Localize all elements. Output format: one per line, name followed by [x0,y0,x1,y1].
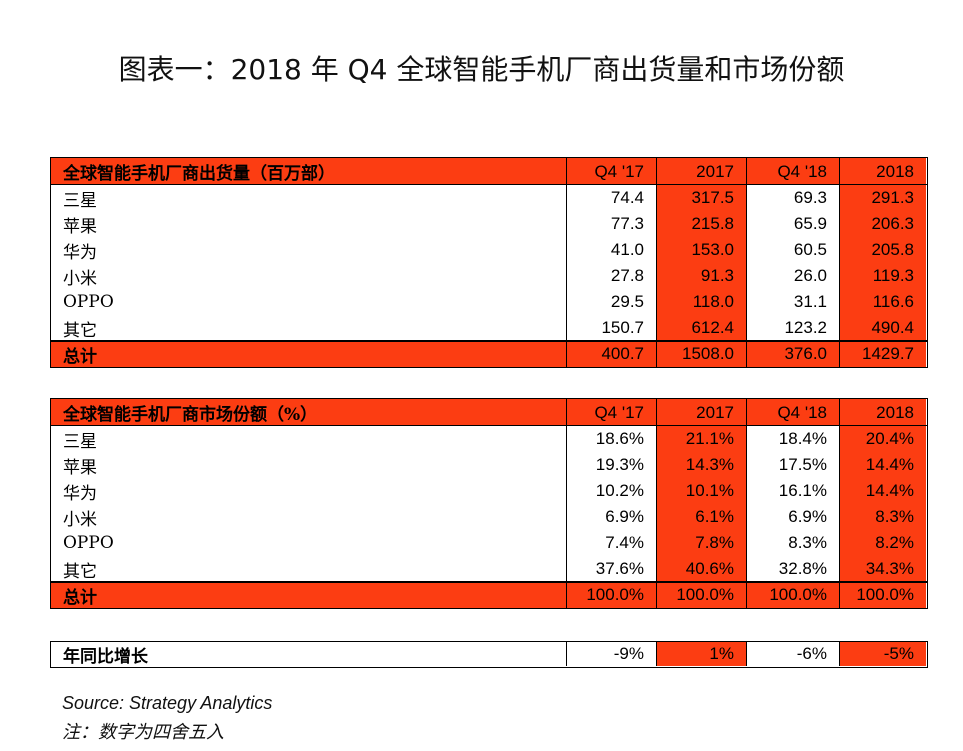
source: Source: Strategy Analytics [62,693,273,713]
cell-value: 6.9% [566,504,656,530]
cell-value: 376.0 [746,341,839,367]
row-label: 其它 [63,561,97,582]
row-label: 小米 [63,268,97,289]
row-label: 苹果 [63,216,97,237]
cell-value: 14.4% [839,452,926,478]
row-label: 全球智能手机厂商出货量（百万部） [51,158,566,185]
cell-value: 60.5 [746,237,839,263]
cell-value: 14.3% [656,452,746,478]
growth-table: 年同比增长 -9% 1% -6% -5% [50,641,928,668]
cell-value: 118.0 [656,289,746,315]
cell-value: 31.1 [746,289,839,315]
cell-value: 6.9% [746,504,839,530]
cell-value: 74.4 [566,185,656,211]
cell-value: 100.0% [746,582,839,608]
cell-value: 29.5 [566,289,656,315]
cell-value: 91.3 [656,263,746,289]
cell-value: 8.3% [746,530,839,556]
cell-value: 20.4% [839,426,926,452]
row-label: 小米 [63,509,97,530]
divider [51,184,927,185]
cell-value: 317.5 [656,185,746,211]
title: 图表一：2018 年 Q4 全球智能手机厂商出货量和市场份额 [118,53,845,86]
row-label: 苹果 [63,457,97,478]
cell-value: 206.3 [839,211,926,237]
row-label: OPPO [63,292,114,312]
cell-value: 153.0 [656,237,746,263]
cell-value: 400.7 [566,341,656,367]
cell-value: 215.8 [656,211,746,237]
row-label: 全球智能手机厂商市场份额（%） [51,399,566,426]
cell-value: 6.1% [656,504,746,530]
cell-value: 41.0 [566,237,656,263]
row-label: 三星 [63,431,97,452]
cell-value: 77.3 [566,211,656,237]
cell-value: -6% [746,642,839,666]
cell-value: 2018 [839,399,926,426]
row-label: 华为 [63,242,97,263]
divider [51,340,927,342]
cell-value: 40.6% [656,556,746,582]
cell-value: 21.1% [656,426,746,452]
cell-value: 100.0% [839,582,926,608]
cell-value: 100.0% [656,582,746,608]
row-label: 总计 [51,582,566,608]
cell-value: 291.3 [839,185,926,211]
cell-value: 8.2% [839,530,926,556]
cell-value: 14.4% [839,478,926,504]
cell-value: 65.9 [746,211,839,237]
cell-value: Q4 '17 [566,158,656,185]
cell-value: 205.8 [839,237,926,263]
cell-value: 32.8% [746,556,839,582]
cell-value: Q4 '18 [746,158,839,185]
data-table: 全球智能手机厂商市场份额（%） Q4 '17 2017 Q4 '18 2018 三星 18.… [50,398,928,609]
cell-value: 150.7 [566,315,656,341]
cell-value: 8.3% [839,504,926,530]
row-label: 其它 [63,320,97,341]
cell-value: 2018 [839,158,926,185]
cell-value: 612.4 [656,315,746,341]
cell-value: 17.5% [746,452,839,478]
row-label: 年同比增长 [63,646,148,667]
cell-value: 10.1% [656,478,746,504]
cell-value: 26.0 [746,263,839,289]
row-label: 总计 [51,341,566,367]
cell-value: Q4 '17 [566,399,656,426]
cell-value: 27.8 [566,263,656,289]
cell-value: 18.6% [566,426,656,452]
cell-value: 69.3 [746,185,839,211]
cell-value: Q4 '18 [746,399,839,426]
cell-value: 1508.0 [656,341,746,367]
cell-value: 119.3 [839,263,926,289]
cell-value: 2017 [656,399,746,426]
data-table: 全球智能手机厂商出货量（百万部） Q4 '17 2017 Q4 '18 2018 三星 74… [50,157,928,368]
cell-value: 18.4% [746,426,839,452]
cell-value: 10.2% [566,478,656,504]
note: 注：数字为四舍五入 [62,722,224,743]
cell-value: 490.4 [839,315,926,341]
cell-value: 2017 [656,158,746,185]
cell-value: 116.6 [839,289,926,315]
cell-value: 1429.7 [839,341,926,367]
cell-value: 19.3% [566,452,656,478]
cell-value: -9% [566,642,656,666]
cell-value: 37.6% [566,556,656,582]
divider [51,425,927,426]
cell-value: 1% [656,642,746,666]
divider [51,581,927,583]
cell-value: 7.8% [656,530,746,556]
row-label: OPPO [63,533,114,553]
row-label: 华为 [63,483,97,504]
cell-value: 123.2 [746,315,839,341]
cell-value: 34.3% [839,556,926,582]
cell-value: 16.1% [746,478,839,504]
row-label: 三星 [63,190,97,211]
cell-value: -5% [839,642,926,666]
cell-value: 100.0% [566,582,656,608]
cell-value: 7.4% [566,530,656,556]
